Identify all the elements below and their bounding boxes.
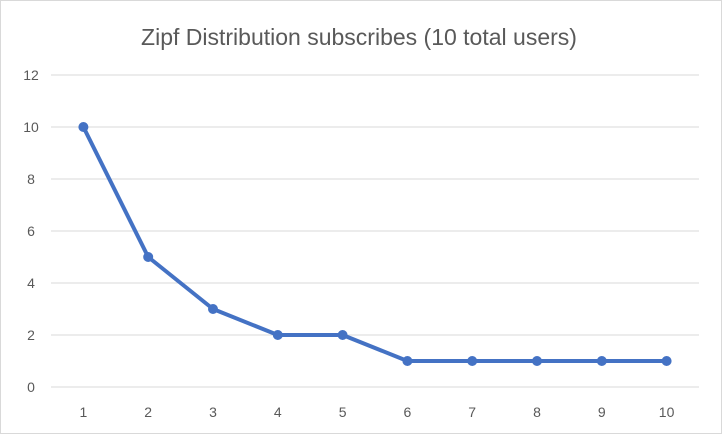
data-point (272, 330, 283, 340)
x-tick-label: 1 (80, 404, 88, 420)
y-tick-label: 12 (23, 67, 39, 83)
chart-title: Zipf Distribution subscribes (10 total u… (141, 24, 577, 50)
data-point (208, 304, 218, 314)
series-line (81, 125, 669, 363)
x-tick-label: 10 (659, 404, 675, 420)
x-tick-labels: 1 2 3 4 5 6 7 8 9 10 (80, 404, 675, 420)
gridlines (51, 74, 699, 336)
data-point (402, 356, 413, 366)
x-tick-label: 3 (209, 404, 217, 420)
y-tick-labels: 0 2 4 6 8 10 12 (23, 67, 39, 395)
data-point (661, 356, 672, 366)
data-point (143, 252, 154, 262)
data-point (467, 356, 478, 366)
x-tick-label: 4 (274, 404, 282, 420)
x-tick-label: 8 (533, 404, 541, 420)
y-tick-label: 10 (23, 119, 39, 135)
x-tick-label: 7 (468, 404, 476, 420)
data-point (78, 122, 89, 132)
x-tick-label: 9 (598, 404, 606, 420)
data-point (596, 356, 607, 366)
x-tick-label: 6 (404, 404, 412, 420)
y-tick-label: 4 (27, 275, 35, 291)
x-tick-label: 2 (144, 404, 152, 420)
series-layer (78, 122, 672, 366)
data-point (337, 330, 348, 340)
x-tick-label: 5 (339, 404, 347, 420)
y-tick-label: 0 (27, 379, 35, 395)
y-tick-label: 2 (27, 327, 35, 343)
y-tick-label: 8 (27, 171, 35, 187)
y-tick-label: 6 (27, 223, 35, 239)
data-point (532, 356, 542, 366)
